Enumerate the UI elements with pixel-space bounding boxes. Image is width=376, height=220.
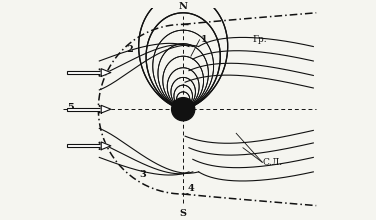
Bar <box>68 144 101 147</box>
Bar <box>68 71 101 74</box>
Text: 3: 3 <box>140 170 147 179</box>
Text: 2: 2 <box>126 45 133 54</box>
Polygon shape <box>101 69 111 76</box>
Polygon shape <box>101 142 111 150</box>
Text: Гр.: Гр. <box>253 35 267 44</box>
Text: 1: 1 <box>200 35 207 44</box>
Text: 5: 5 <box>68 103 74 112</box>
Text: S: S <box>180 209 186 218</box>
Text: С.Л.: С.Л. <box>262 158 282 167</box>
Text: N: N <box>179 2 188 11</box>
Circle shape <box>171 98 195 121</box>
Text: 4: 4 <box>188 184 194 193</box>
Polygon shape <box>101 105 111 113</box>
Bar <box>68 108 101 111</box>
